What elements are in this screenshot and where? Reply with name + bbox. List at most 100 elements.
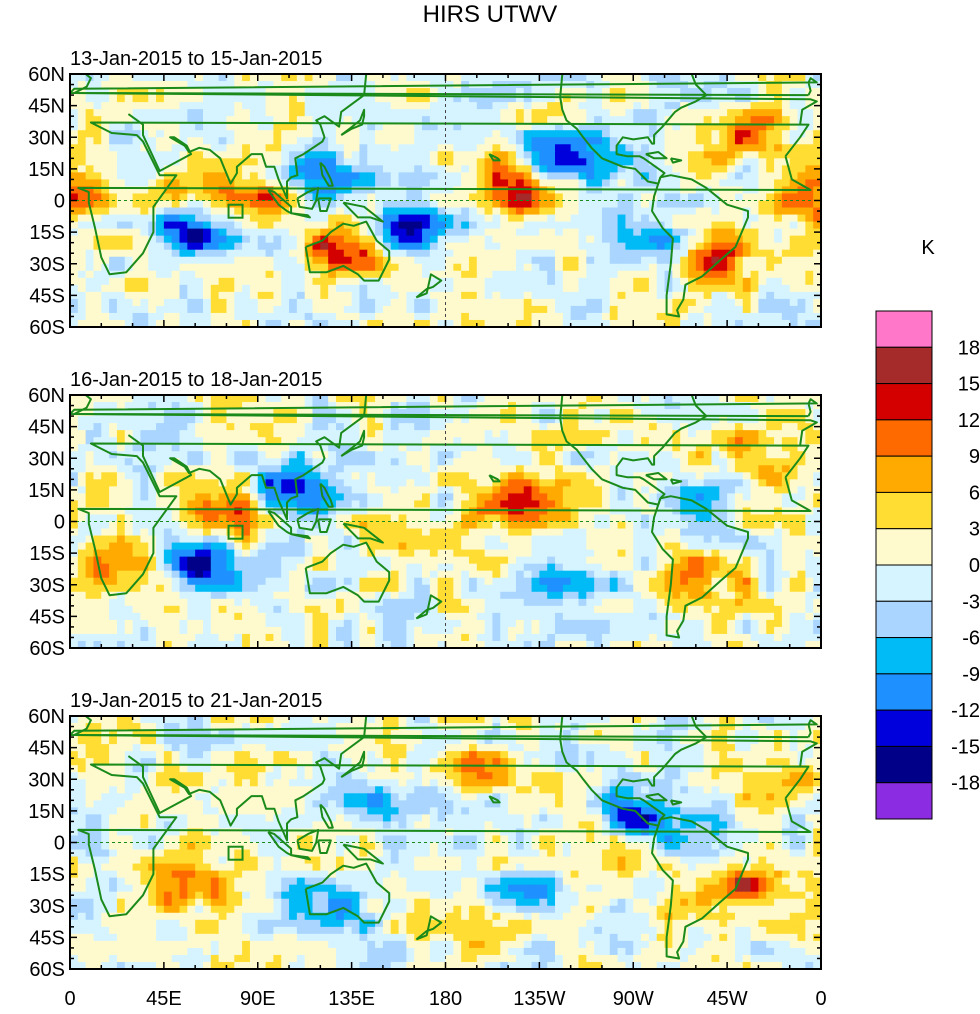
coastline (290, 212, 311, 219)
coastline (317, 839, 332, 854)
colorbar-swatch (875, 491, 933, 530)
region-box (227, 524, 244, 540)
coastline (319, 803, 334, 829)
coastline (415, 273, 443, 299)
lat-tick-label: 30S (29, 575, 65, 597)
coastline (651, 816, 749, 960)
coastline (290, 854, 311, 861)
coastline (669, 157, 683, 164)
lon-tick-label: 0 (64, 988, 75, 1010)
lat-tick-label: 15S (29, 543, 65, 565)
coastline (651, 174, 749, 318)
lat-tick-label: 45S (29, 606, 65, 628)
coastline (645, 151, 668, 160)
coastline (304, 220, 391, 282)
lon-tick-label: 0 (815, 988, 826, 1010)
colorbar-label: 3 (969, 519, 980, 541)
coastline (77, 763, 812, 918)
colorbar-swatch (875, 528, 933, 566)
lat-tick-label: 45S (29, 927, 65, 949)
coastlines (70, 395, 818, 639)
coastline (317, 518, 332, 533)
coastline (73, 716, 818, 767)
colorbar-swatch (875, 600, 933, 639)
colorbar-swatch (875, 346, 933, 385)
coastline (669, 799, 683, 806)
coastline (342, 843, 384, 865)
colorbar-label: 0 (969, 555, 980, 577)
coastline (488, 474, 501, 483)
lat-tick-label: 45N (28, 738, 65, 760)
colorbar-label: -6 (962, 628, 980, 650)
coastline (319, 482, 334, 508)
lat-tick-label: 60N (28, 64, 65, 86)
lat-tick-label: 0 (54, 512, 65, 534)
coastline (727, 716, 744, 717)
colorbar-swatch (875, 419, 933, 457)
lat-tick-label: 60S (29, 959, 65, 981)
panel-subtitle: 13-Jan-2015 to 15-Jan-2015 (70, 48, 322, 70)
coastline (127, 716, 368, 842)
colorbar-label: 12 (958, 410, 980, 432)
lat-tick-label: 15N (28, 159, 65, 181)
colorbar-label: 6 (969, 482, 980, 504)
lat-tick-label: 15N (28, 480, 65, 502)
lat-tick-label: 60N (28, 706, 65, 728)
coastline (340, 108, 366, 136)
lat-tick-label: 15N (28, 801, 65, 823)
figure-title: HIRS UTWV (423, 1, 558, 28)
colorbar: K 18 15 12 9 6 3 0 -3 -6 -9 -12 -15 -18 (875, 237, 980, 820)
colorbar-swatch (875, 455, 933, 493)
region-box (227, 203, 244, 219)
colorbar-label: -12 (951, 700, 980, 722)
lat-tick-label: 60S (29, 638, 65, 660)
lat-tick-label: 45N (28, 417, 65, 439)
lat-tick-label: 30N (28, 127, 65, 149)
colorbar-label: -15 (951, 736, 980, 758)
coastline (304, 541, 391, 603)
lat-tick-label: 0 (54, 191, 65, 213)
coastline (317, 197, 332, 212)
lon-tick-label: 45E (146, 988, 182, 1010)
colorbar-unit: K (921, 237, 935, 259)
coastline (73, 395, 818, 446)
coastline (340, 429, 366, 457)
anomaly-field (70, 74, 821, 327)
coastline (73, 74, 818, 125)
lat-tick-label: 30S (29, 896, 65, 918)
colorbar-label: -9 (962, 664, 980, 686)
colorbar-swatch (875, 310, 933, 348)
coastline (559, 74, 708, 185)
colorbar-label: 9 (969, 446, 980, 468)
coastline (727, 74, 744, 75)
colorbar-label: 18 (958, 337, 980, 359)
coastline (290, 533, 311, 540)
lat-tick-label: 0 (54, 833, 65, 855)
anomaly-field (70, 716, 821, 969)
coastline (727, 395, 744, 396)
coastline (488, 153, 501, 162)
lat-tick-label: 30S (29, 254, 65, 276)
lat-tick-label: 15S (29, 222, 65, 244)
lon-tick-label: 180 (429, 988, 462, 1010)
lon-tick-label: 135E (328, 988, 375, 1010)
lat-tick-label: 45N (28, 96, 65, 118)
colorbar-swatch (875, 709, 933, 747)
coastline (342, 201, 384, 223)
lat-tick-label: 45S (29, 285, 65, 307)
colorbar-swatch (875, 673, 933, 711)
coastline (651, 495, 749, 639)
lat-tick-label: 30N (28, 769, 65, 791)
coastline (342, 522, 384, 544)
lat-tick-label: 60S (29, 317, 65, 339)
colorbar-swatch (875, 637, 933, 675)
region-box (227, 845, 244, 861)
lat-tick-label: 60N (28, 385, 65, 407)
lat-tick-label: 15S (29, 864, 65, 886)
lat-tick-label: 30N (28, 448, 65, 470)
coastline (127, 74, 368, 200)
coastline (319, 161, 334, 187)
